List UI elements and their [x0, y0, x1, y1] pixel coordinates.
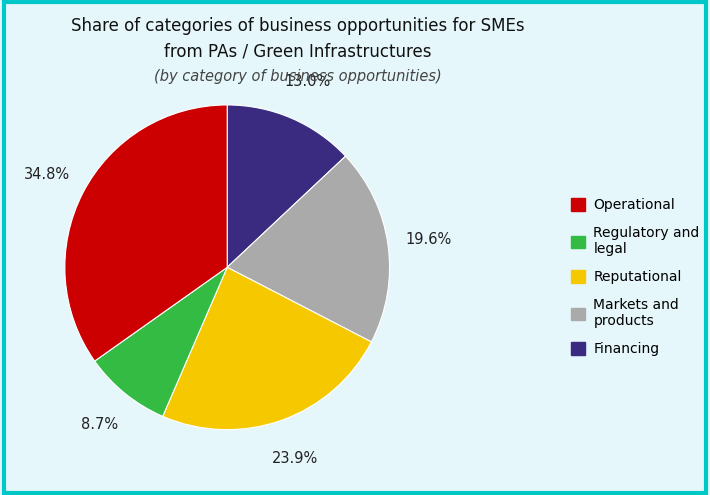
- Wedge shape: [227, 105, 346, 267]
- Wedge shape: [227, 156, 390, 342]
- Text: from PAs / Green Infrastructures: from PAs / Green Infrastructures: [165, 42, 432, 60]
- Wedge shape: [163, 267, 371, 430]
- Wedge shape: [94, 267, 227, 416]
- Text: (by category of business opportunities): (by category of business opportunities): [154, 69, 442, 84]
- Text: 13.0%: 13.0%: [285, 74, 331, 89]
- Text: 19.6%: 19.6%: [405, 232, 452, 247]
- Text: 23.9%: 23.9%: [272, 451, 319, 466]
- Legend: Operational, Regulatory and
legal, Reputational, Markets and
products, Financing: Operational, Regulatory and legal, Reput…: [571, 198, 699, 356]
- Wedge shape: [65, 105, 227, 361]
- Text: 34.8%: 34.8%: [24, 166, 70, 182]
- Text: Share of categories of business opportunities for SMEs: Share of categories of business opportun…: [72, 17, 525, 35]
- Text: 8.7%: 8.7%: [81, 417, 118, 433]
